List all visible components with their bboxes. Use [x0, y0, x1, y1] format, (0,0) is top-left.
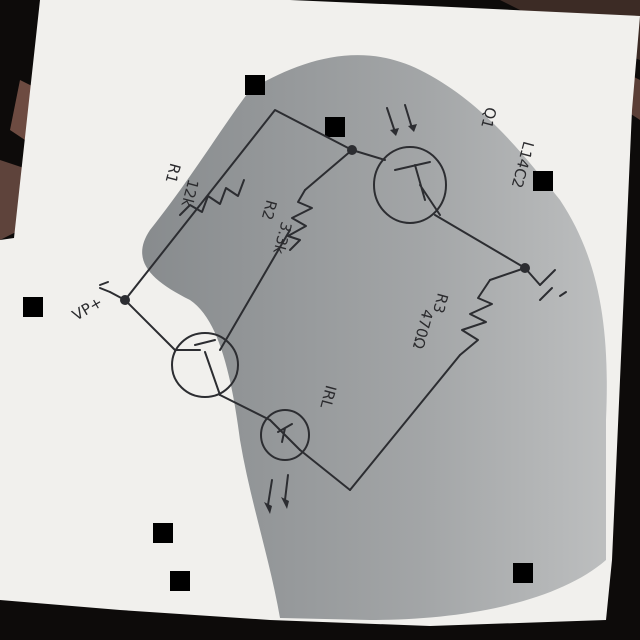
- junction-dot: [347, 145, 357, 155]
- wires: [109, 109, 541, 491]
- r2-label: R2: [258, 198, 281, 222]
- r1-label: R1: [162, 161, 185, 185]
- transistor-lower: [171, 332, 239, 398]
- light-arrows-out-icon: [264, 497, 289, 514]
- irl-label: IRL: [316, 383, 340, 411]
- ground-icon: [539, 269, 567, 301]
- redaction-marks: [23, 75, 553, 591]
- resistor-r2: R2 3.3k: [258, 189, 313, 256]
- junction-dot: [520, 263, 530, 273]
- q1-label: Q1: [477, 105, 500, 130]
- emitter-diode: IRL: [260, 383, 340, 514]
- r3-label: R3: [429, 291, 452, 315]
- light-arrows-in-icon: [390, 124, 417, 136]
- paper-shadow: [142, 55, 607, 621]
